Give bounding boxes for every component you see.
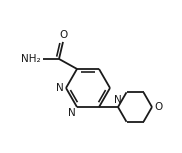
Text: N: N (56, 83, 64, 93)
Text: N: N (114, 95, 122, 104)
Text: O: O (154, 102, 162, 112)
Text: O: O (59, 30, 67, 40)
Text: N: N (68, 108, 76, 118)
Text: NH₂: NH₂ (21, 54, 41, 64)
